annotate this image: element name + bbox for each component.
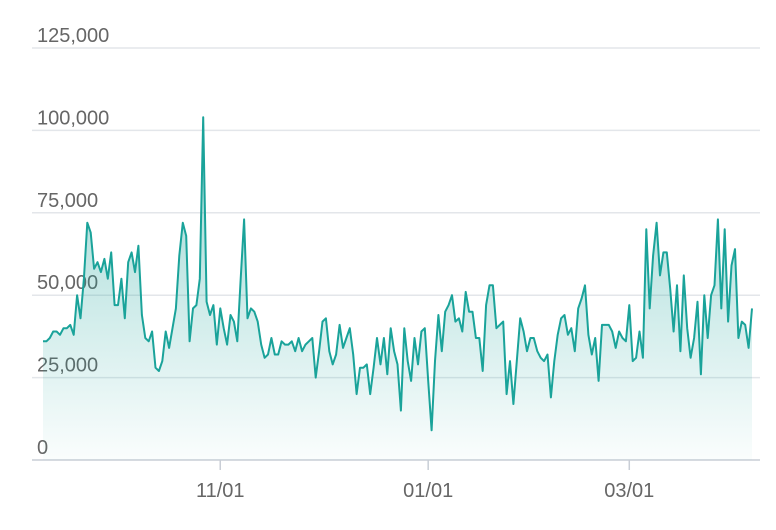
area <box>43 117 752 460</box>
y-tick-label: 100,000 <box>37 107 109 129</box>
y-tick-label: 0 <box>37 437 48 459</box>
x-tick-label: 03/01 <box>604 480 654 502</box>
line <box>43 116 753 432</box>
x-tick-label: 11/01 <box>196 480 245 502</box>
y-tick-label: 75,000 <box>37 190 98 212</box>
y-tick-label: 125,000 <box>37 25 109 47</box>
x-tick-label: 01/01 <box>403 480 453 502</box>
